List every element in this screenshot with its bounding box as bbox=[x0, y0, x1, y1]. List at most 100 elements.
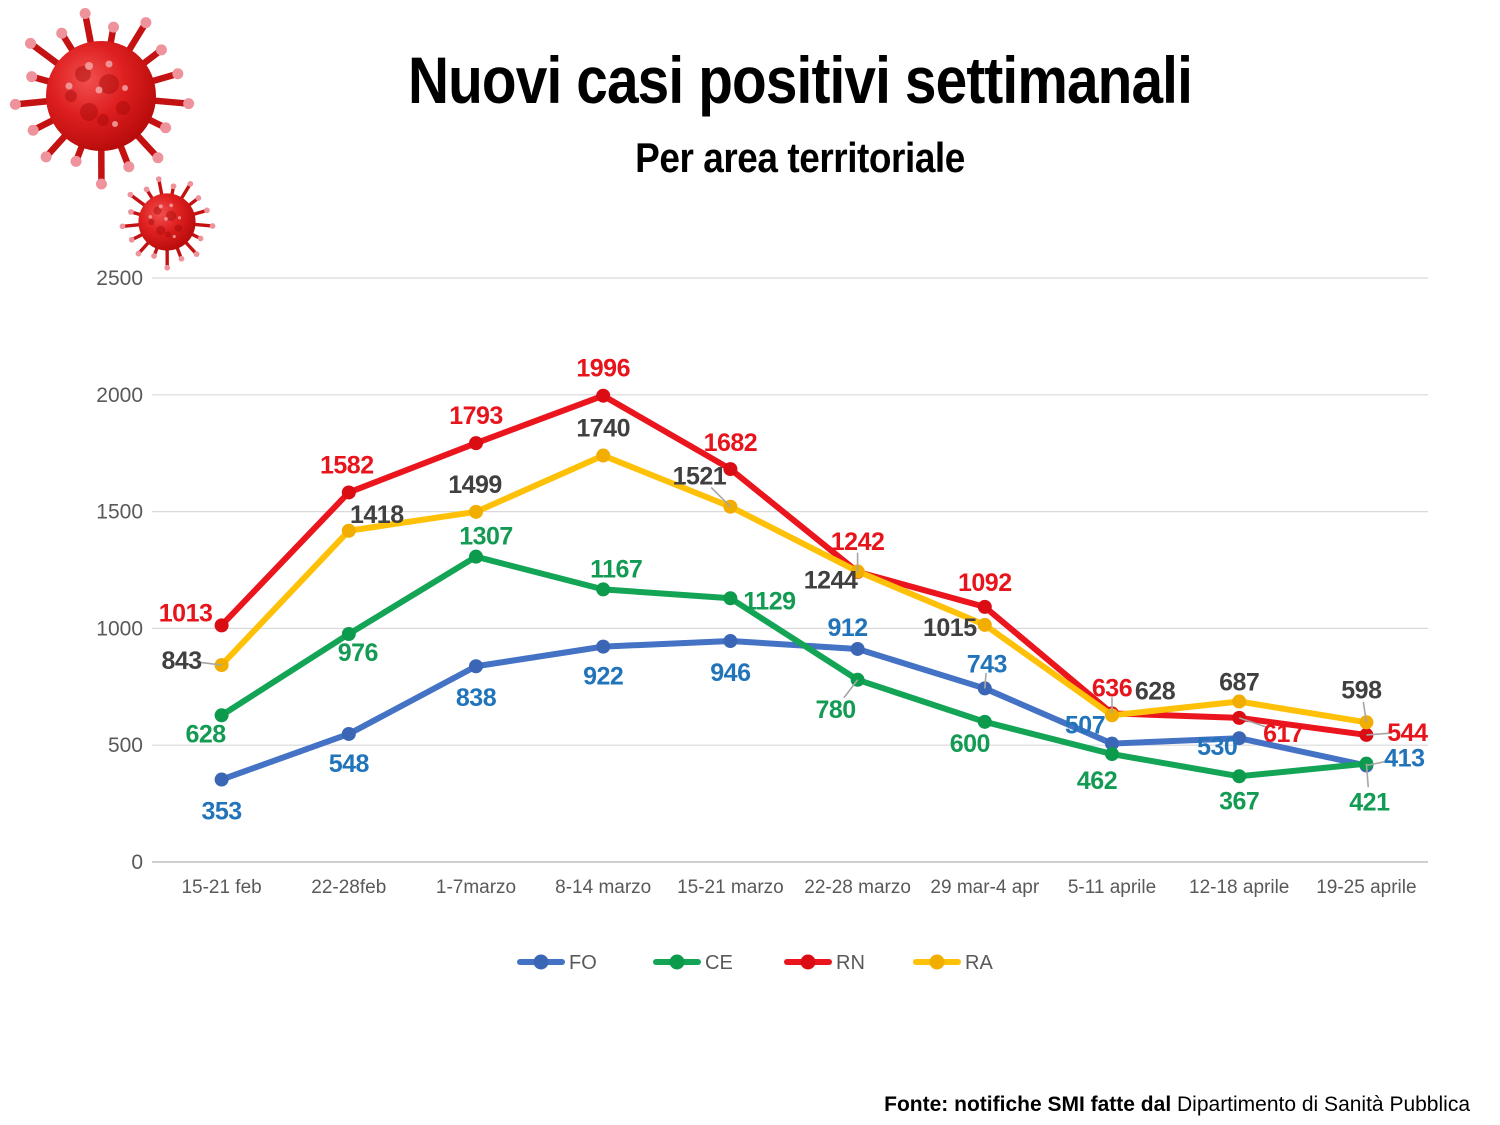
virus-spike-tip bbox=[155, 176, 162, 182]
data-label-RA: 687 bbox=[1219, 669, 1259, 697]
data-label-RN: 636 bbox=[1092, 674, 1132, 702]
data-label-FO: 507 bbox=[1065, 712, 1105, 740]
legend-label: RN bbox=[836, 952, 865, 974]
data-label-RA: 598 bbox=[1341, 676, 1382, 704]
data-point-CE bbox=[1105, 747, 1119, 762]
virus-spike-tip bbox=[119, 223, 126, 230]
data-point-RN bbox=[214, 618, 229, 633]
virus-spike-tip bbox=[143, 186, 150, 193]
data-label-RA: 1418 bbox=[350, 501, 404, 529]
virus-spike-tip bbox=[170, 183, 177, 190]
virus-spike-tip bbox=[164, 264, 171, 271]
data-labels: 353 548 838 922 946 912 743 507 530 413 628 976 1307… bbox=[159, 355, 1429, 826]
legend-label: CE bbox=[705, 952, 733, 974]
virus-speckle bbox=[112, 121, 118, 127]
data-point-RN bbox=[469, 436, 483, 451]
virus-spike-tip bbox=[178, 255, 185, 262]
data-label-CE: 367 bbox=[1219, 787, 1259, 815]
virus-large bbox=[9, 8, 195, 190]
data-label-CE: 1167 bbox=[590, 555, 642, 583]
data-point-FO bbox=[596, 639, 611, 654]
virus-spike-tip bbox=[195, 195, 202, 201]
data-label-FO: 353 bbox=[201, 798, 241, 826]
data-label-RN: 1996 bbox=[576, 355, 630, 383]
virus-speckle bbox=[158, 204, 163, 209]
label-leader bbox=[1362, 701, 1368, 723]
data-point-CE bbox=[723, 591, 738, 606]
data-point-CE bbox=[977, 714, 992, 729]
virus-spike-tip bbox=[187, 180, 194, 187]
virus-speckle bbox=[172, 235, 176, 239]
data-label-FO: 912 bbox=[827, 614, 867, 642]
data-label-CE: 421 bbox=[1349, 789, 1390, 817]
data-label-CE: 780 bbox=[815, 696, 855, 724]
virus-spike-tip bbox=[9, 98, 21, 110]
data-point-CE bbox=[341, 627, 356, 642]
data-label-RA: 1499 bbox=[448, 471, 502, 499]
data-point-RA bbox=[596, 448, 611, 463]
virus-blotch bbox=[174, 224, 183, 232]
data-point-RA bbox=[1232, 694, 1247, 709]
virus-spike-tip bbox=[40, 151, 52, 163]
virus-speckle bbox=[177, 216, 182, 220]
data-label-RN: 1793 bbox=[449, 402, 503, 430]
virus-small bbox=[119, 176, 216, 271]
virus-spike-tip bbox=[135, 250, 142, 257]
virus-blotch bbox=[99, 74, 119, 94]
data-label-RN: 617 bbox=[1263, 720, 1303, 748]
data-label-FO: 838 bbox=[456, 684, 497, 712]
data-point-RN bbox=[596, 388, 611, 403]
data-label-FO: 743 bbox=[967, 650, 1007, 678]
data-label-CE: 462 bbox=[1077, 767, 1117, 795]
x-tick-label: 22-28 marzo bbox=[804, 877, 911, 898]
x-tick-label: 5-11 aprile bbox=[1068, 877, 1156, 898]
data-point-RN bbox=[341, 485, 356, 500]
data-label-FO: 548 bbox=[329, 750, 370, 778]
virus-speckle bbox=[169, 203, 173, 208]
virus-blotch bbox=[165, 210, 177, 221]
legend-label: FO bbox=[569, 952, 597, 974]
data-label-FO: 530 bbox=[1197, 733, 1237, 761]
data-point-RN bbox=[723, 462, 738, 477]
x-tick-label: 1-7marzo bbox=[436, 877, 516, 898]
virus-blotch bbox=[148, 218, 155, 226]
virus-speckle bbox=[164, 217, 168, 221]
data-label-CE: 1129 bbox=[743, 587, 795, 615]
virus-spike-tip bbox=[56, 27, 68, 39]
series-line-RA bbox=[218, 452, 1370, 726]
data-label-FO: 413 bbox=[1384, 745, 1424, 773]
data-point-FO bbox=[850, 641, 865, 656]
virus-blotch bbox=[156, 225, 166, 235]
label-leader bbox=[1366, 759, 1391, 767]
virus-spike-tip bbox=[26, 71, 38, 83]
legend-item-CE: CE bbox=[653, 952, 733, 974]
virus-spike-tip bbox=[204, 207, 210, 214]
virus-spike-tip bbox=[152, 152, 164, 164]
data-label-CE: 600 bbox=[950, 730, 990, 758]
label-leader bbox=[1238, 717, 1267, 728]
data-point-RN bbox=[977, 599, 992, 614]
data-point-CE bbox=[469, 549, 483, 564]
data-point-FO bbox=[341, 726, 356, 741]
source-note: Fonte: notifiche SMI fatte dal Dipartime… bbox=[884, 1093, 1470, 1117]
data-label-RN: 1682 bbox=[704, 429, 758, 457]
data-label-RA: 1244 bbox=[804, 566, 858, 594]
virus-spike-tip bbox=[95, 178, 107, 190]
data-point-FO bbox=[1105, 736, 1119, 751]
label-leader bbox=[1365, 763, 1370, 788]
y-tick-label: 2500 bbox=[96, 267, 143, 290]
data-label-CE: 628 bbox=[185, 720, 226, 748]
virus-speckle bbox=[105, 60, 113, 68]
data-point-CE bbox=[596, 582, 611, 597]
gridlines bbox=[152, 277, 1428, 863]
chart-title: Nuovi casi positivi settimanali bbox=[407, 43, 1193, 117]
data-label-RN: 544 bbox=[1387, 719, 1428, 747]
virus-speckle bbox=[65, 82, 73, 90]
label-leader bbox=[1366, 732, 1392, 736]
x-tick-label: 19-25 aprile bbox=[1316, 877, 1416, 898]
virus-spike-tip bbox=[193, 251, 200, 257]
virus-speckle bbox=[85, 62, 93, 70]
data-label-RN: 1013 bbox=[159, 599, 213, 627]
virus-body bbox=[138, 193, 196, 251]
